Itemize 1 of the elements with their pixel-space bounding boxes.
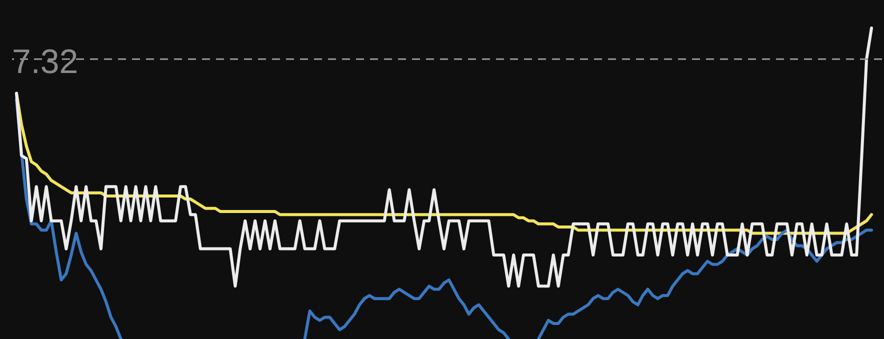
annotation: 7.32	[12, 43, 78, 81]
